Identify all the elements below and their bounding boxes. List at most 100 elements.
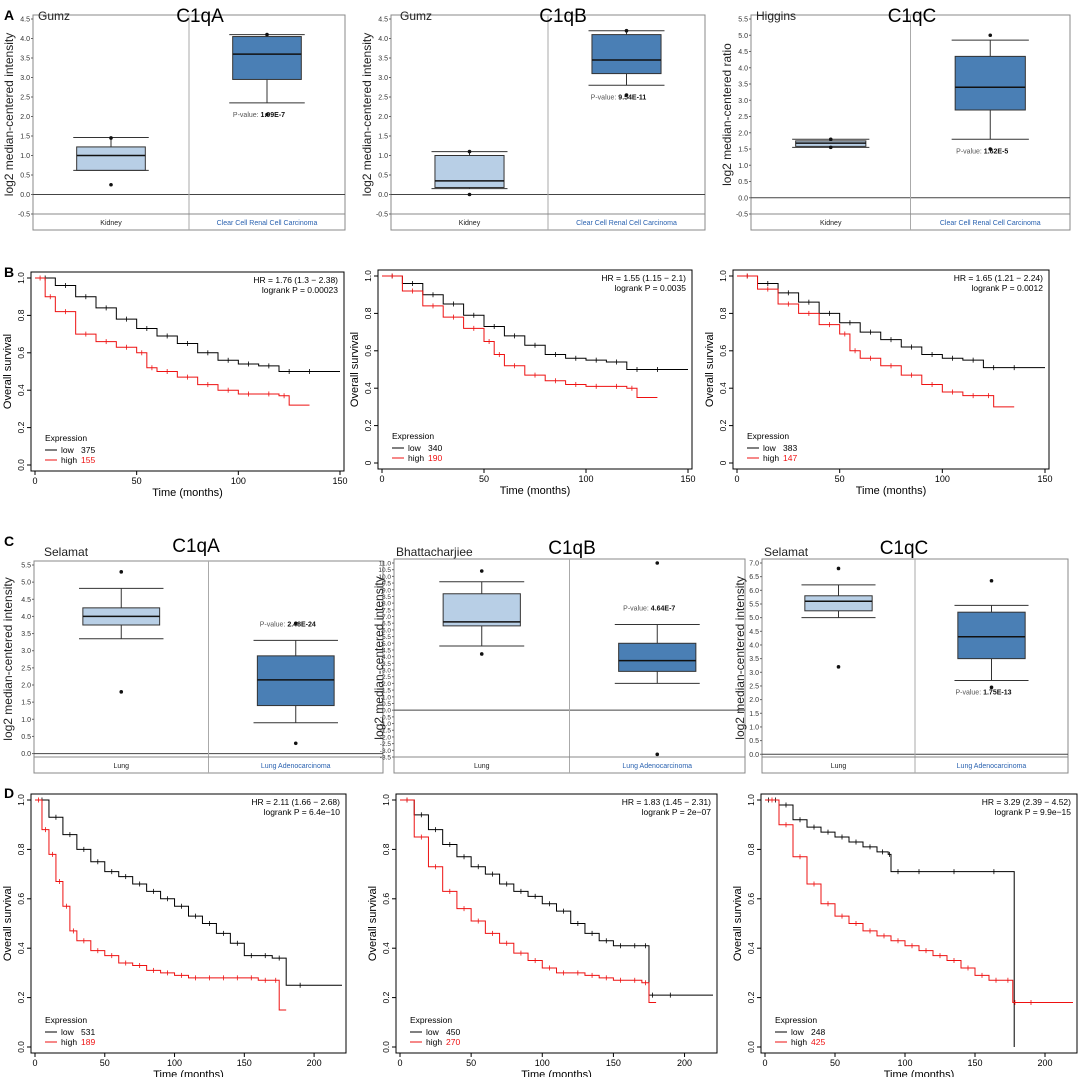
p-value-label: P-value: 9.54E-11 bbox=[591, 94, 647, 101]
p-value: 1.62E-5 bbox=[984, 148, 1009, 155]
legend-low-label: low bbox=[791, 1027, 805, 1037]
curve-high bbox=[35, 277, 310, 406]
outlier-point bbox=[293, 741, 298, 746]
x-axis-label: Time (months) bbox=[884, 1069, 955, 1077]
y-tick-label: 11.0 bbox=[379, 561, 392, 568]
y-axis-label: log2 median-centered ratio bbox=[720, 43, 734, 186]
y-tick-label: 0.5 bbox=[738, 179, 748, 186]
legend-low-n: 248 bbox=[811, 1027, 825, 1037]
x-axis-label: Time (months) bbox=[152, 487, 223, 499]
legend-title: Expression bbox=[775, 1015, 817, 1025]
outlier-point bbox=[828, 145, 833, 150]
x-tick-label: 150 bbox=[680, 474, 695, 484]
curve-low bbox=[765, 799, 1015, 1047]
legend-low-n: 531 bbox=[81, 1027, 95, 1037]
y-tick-label: 0.0 bbox=[20, 192, 30, 199]
x-axis-label: Time (months) bbox=[521, 1069, 592, 1077]
y-axis-label: log2 median-centered intensity bbox=[360, 33, 374, 196]
km-plot-b-3: 0 0.2 0.4 0.6 0.8 1.0 0 50 100 150 Time (months) Ov… bbox=[704, 269, 1053, 497]
y-tick-label: 1.0 bbox=[16, 794, 26, 806]
outlier-point bbox=[836, 566, 841, 571]
legend-low-label: low bbox=[61, 1027, 75, 1037]
y-tick-label: 3.5 bbox=[378, 56, 388, 63]
y-tick-label: 1.5 bbox=[21, 700, 31, 707]
hazard-ratio: HR = 1.55 (1.15 − 2.1) bbox=[601, 273, 686, 283]
plot-frame bbox=[30, 793, 347, 1054]
legend-low-n: 383 bbox=[783, 443, 797, 453]
x-tick-label: 100 bbox=[535, 1058, 550, 1068]
legend-high-n: 147 bbox=[783, 453, 797, 463]
y-tick-label: 0.0 bbox=[381, 1041, 391, 1053]
gene-title: C1qC bbox=[880, 538, 929, 559]
y-tick-label: -0.5 bbox=[380, 714, 392, 721]
legend-high-label: high bbox=[791, 1037, 807, 1047]
y-tick-label: 1.0 bbox=[738, 163, 748, 170]
outlier-point bbox=[989, 685, 994, 690]
y-tick-label: 0.4 bbox=[363, 382, 373, 394]
x-tick-label: 0 bbox=[734, 474, 739, 484]
box-normal bbox=[804, 595, 873, 612]
plot-frame bbox=[732, 269, 1050, 470]
y-tick-label: 0.0 bbox=[749, 752, 759, 759]
y-tick-label: 1.0 bbox=[381, 794, 391, 806]
km-plot-d-1: 0.0 0.2 0.4 0.6 0.8 1.0 0 50 100 150 200 Time (mont… bbox=[2, 793, 347, 1077]
y-tick-label: 0.8 bbox=[16, 843, 26, 855]
box-plot-c-c1qc: 0.0 0.5 1.0 1.5 2.0 2.5 3.0 3.5 4.0 4.5 5.0 5.5 6.0 6… bbox=[733, 538, 1069, 774]
y-tick-label: 0.0 bbox=[21, 751, 31, 758]
y-axis-label: Overall survival bbox=[349, 332, 361, 407]
outlier-point bbox=[655, 752, 660, 757]
y-tick-label: 0.4 bbox=[381, 942, 391, 954]
plot-frame bbox=[377, 269, 693, 470]
y-tick-label: 0.0 bbox=[738, 195, 748, 202]
y-tick-label: 0.6 bbox=[381, 893, 391, 905]
y-tick-label: -2.0 bbox=[380, 734, 392, 741]
x-tick-label: 0 bbox=[397, 1058, 402, 1068]
x-axis-label: Time (months) bbox=[856, 485, 927, 497]
x-tick-label: 50 bbox=[479, 474, 489, 484]
y-tick-label: 0.2 bbox=[16, 991, 26, 1003]
y-tick-label: 6.5 bbox=[382, 621, 391, 628]
dataset-name: Bhattacharjiee bbox=[396, 545, 473, 559]
category-label-normal: Lung bbox=[474, 763, 490, 770]
plot-frame bbox=[395, 793, 718, 1054]
y-tick-label: 3.0 bbox=[738, 98, 748, 105]
y-tick-label: 4.0 bbox=[20, 36, 30, 43]
y-tick-label: 4.5 bbox=[382, 647, 391, 654]
y-tick-label: 0.4 bbox=[746, 942, 756, 954]
y-tick-label: 0.6 bbox=[718, 345, 728, 357]
hazard-ratio: HR = 1.65 (1.21 − 2.24) bbox=[954, 273, 1043, 283]
box-tumor bbox=[256, 655, 335, 707]
legend-high-n: 270 bbox=[446, 1037, 460, 1047]
y-tick-label: 0.5 bbox=[382, 701, 391, 708]
y-tick-label: 4.0 bbox=[382, 654, 391, 661]
km-plot-d-2: 0.0 0.2 0.4 0.6 0.8 1.0 0 50 100 150 200 Time (mont… bbox=[367, 793, 718, 1077]
legend-title: Expression bbox=[45, 1015, 87, 1025]
y-tick-label: 6.0 bbox=[382, 627, 391, 634]
km-plot-b-1: 0.0 0.2 0.4 0.6 0.8 1.0 0 50 100 150 Time (months)… bbox=[2, 271, 348, 499]
y-axis-label: Overall survival bbox=[732, 886, 744, 961]
curve-high bbox=[737, 275, 1015, 408]
gene-title: C1qC bbox=[888, 6, 937, 27]
y-tick-label: 2.5 bbox=[382, 674, 391, 681]
x-axis-label: Time (months) bbox=[153, 1069, 224, 1077]
panel-letter-a: A bbox=[4, 7, 14, 23]
y-tick-label: 3.5 bbox=[21, 631, 31, 638]
x-tick-label: 150 bbox=[237, 1058, 252, 1068]
legend-high-label: high bbox=[426, 1037, 442, 1047]
outlier-point bbox=[836, 665, 841, 669]
legend-low-n: 375 bbox=[81, 445, 95, 455]
y-tick-label: 0 bbox=[718, 460, 728, 465]
p-value-label: P-value: 1.62E-5 bbox=[956, 148, 1008, 155]
legend-title: Expression bbox=[410, 1015, 452, 1025]
y-tick-label: -1.0 bbox=[380, 721, 392, 728]
y-tick-label: 2.5 bbox=[20, 95, 30, 102]
x-tick-label: 150 bbox=[967, 1058, 982, 1068]
y-axis-label: Overall survival bbox=[2, 334, 14, 409]
y-tick-label: -0.5 bbox=[18, 212, 30, 219]
x-tick-label: 100 bbox=[231, 476, 246, 486]
p-value-label: P-value: 4.64E-7 bbox=[623, 606, 675, 613]
y-tick-label: 3.5 bbox=[749, 656, 759, 663]
y-axis-label: Overall survival bbox=[704, 332, 716, 407]
y-axis-label: Overall survival bbox=[367, 886, 379, 961]
y-tick-label: 2.5 bbox=[21, 665, 31, 672]
